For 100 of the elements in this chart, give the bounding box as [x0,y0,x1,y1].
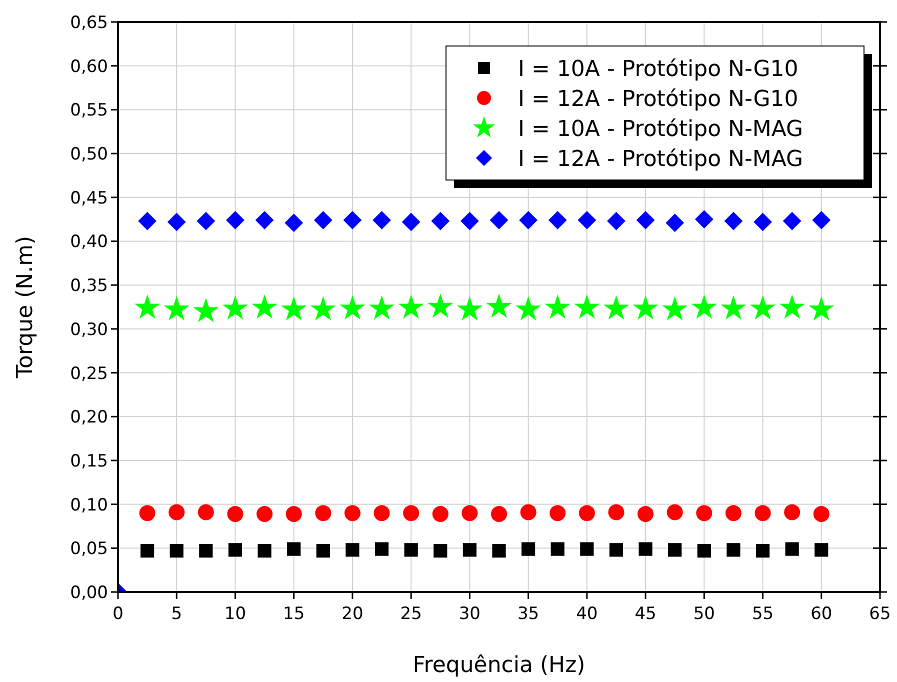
point [138,212,157,230]
point [228,543,242,557]
legend-label: I = 10A - Protótipo N-G10 [518,57,798,82]
legend-label: I = 12A - Protótipo N-G10 [518,87,798,112]
point [808,296,834,321]
point [402,212,420,232]
point [691,294,717,319]
point [636,210,655,230]
point [574,294,600,319]
x-tick-label: 30 [458,604,481,624]
point [281,296,307,321]
point [666,214,684,232]
point [779,294,805,319]
point [550,505,566,522]
y-tick-label: 0,40 [70,232,108,252]
point [754,212,772,232]
point [490,210,508,230]
y-tick-label: 0,35 [70,276,108,296]
point [462,543,476,557]
point [167,212,186,232]
point [346,543,360,557]
point [486,293,512,318]
point [726,543,740,557]
y-tick-label: 0,55 [70,100,108,121]
point [398,294,424,319]
point [548,210,567,230]
x-tick-label: 5 [171,604,182,624]
point [314,210,332,230]
x-tick-label: 0 [112,604,124,624]
point [284,214,304,232]
point [785,542,799,556]
point [134,294,160,319]
point [344,505,360,522]
point [544,294,570,319]
point [196,212,216,230]
point [222,295,248,320]
y-tick-label: 0,00 [70,583,108,603]
point [258,544,272,558]
point [725,505,742,522]
point [522,542,536,556]
point [662,296,688,321]
point [139,505,156,522]
y-tick-label: 0,65 [70,13,108,33]
point [603,295,630,320]
point [227,506,244,522]
x-tick-label: 15 [283,604,305,624]
point [550,542,564,556]
point [310,296,336,321]
point [720,295,746,320]
point [343,210,362,230]
point [632,295,658,320]
point [580,542,594,556]
x-tick-label: 50 [693,604,715,624]
point [340,295,366,320]
point [193,298,219,322]
point [754,505,771,522]
point [434,544,448,558]
point [403,505,420,522]
point [812,210,831,230]
x-tick-label: 20 [342,604,364,624]
point [198,504,214,520]
point [491,506,507,522]
point [372,210,391,230]
point [255,210,274,230]
point [168,504,185,520]
x-tick-label: 25 [400,604,422,624]
point [578,505,595,522]
point [226,210,244,230]
point [374,542,389,556]
y-tick-label: 0,15 [70,451,108,472]
x-tick-label: 45 [634,604,656,624]
point [638,506,654,522]
point [814,543,828,557]
y-axis-title: Torque (N.m) [13,236,38,380]
point [431,212,450,230]
point [519,210,538,230]
point [140,544,154,558]
x-axis-title: Frequência (Hz) [412,653,586,678]
point [252,294,278,319]
point [287,542,301,556]
point [404,543,418,557]
point [520,504,536,520]
x-tick-label: 55 [752,604,774,624]
y-tick-label: 0,25 [70,364,108,384]
point [492,544,506,558]
point [456,296,483,321]
point [608,504,624,520]
point [696,505,712,522]
point [256,506,273,522]
point [666,504,683,520]
point [462,505,478,522]
point [460,212,479,230]
point [750,295,776,320]
x-tick-label: 35 [517,604,540,624]
point [694,210,714,229]
y-tick-label: 0,45 [70,188,108,208]
point [368,295,395,320]
point [607,212,626,230]
point [374,505,390,522]
x-tick-label: 10 [224,604,246,624]
